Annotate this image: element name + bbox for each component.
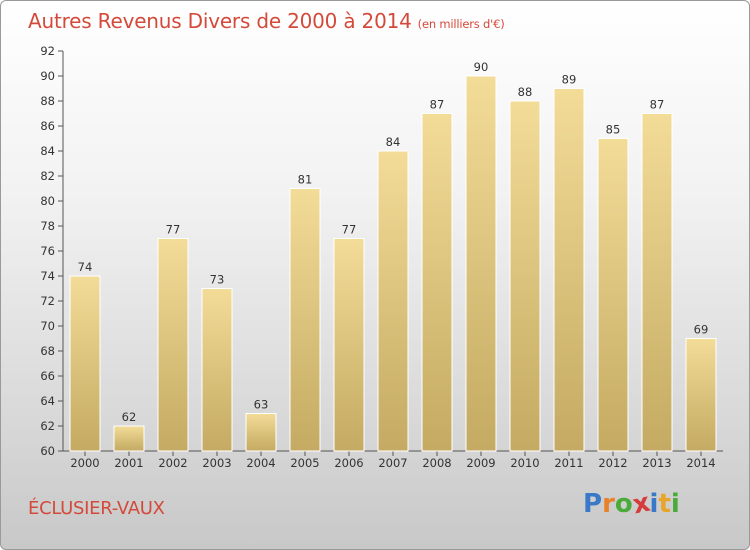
- logo-letter: o: [614, 489, 633, 519]
- x-tick-label-2012: 2012: [598, 456, 627, 470]
- data-label-2014: 69: [694, 323, 709, 337]
- proxiti-logo: Proxiti: [583, 488, 680, 521]
- data-label-2005: 81: [298, 173, 313, 187]
- title-main: Autres Revenus Divers de 2000 à 2014: [28, 9, 412, 33]
- x-tick-label-2010: 2010: [510, 456, 539, 470]
- bar-2007: [377, 150, 409, 452]
- y-tick-label: 80: [40, 194, 55, 208]
- y-tick-label: 86: [40, 119, 55, 133]
- y-tick-label: 90: [40, 69, 55, 83]
- x-tick-label-2003: 2003: [202, 456, 231, 470]
- bar-2010: [509, 100, 541, 452]
- logo-letter: i: [649, 489, 659, 519]
- logo-letter: r: [602, 489, 615, 519]
- data-label-2007: 84: [386, 135, 401, 149]
- y-tick-label: 62: [40, 419, 55, 433]
- logo-letter: i: [670, 489, 680, 519]
- bar-2014: [685, 338, 717, 452]
- data-label-2004: 63: [254, 398, 269, 412]
- y-tick-label: 70: [40, 319, 55, 333]
- logo-letter: t: [658, 489, 671, 519]
- y-tick-label: 72: [40, 294, 55, 308]
- bar-2000: [69, 275, 101, 452]
- data-label-2011: 89: [562, 73, 577, 87]
- bar-2002: [157, 238, 189, 452]
- x-tick-label-2000: 2000: [70, 456, 99, 470]
- data-label-2002: 77: [166, 223, 181, 237]
- x-tick-label-2001: 2001: [114, 456, 143, 470]
- data-label-2006: 77: [342, 223, 357, 237]
- y-tick-label: 64: [40, 394, 55, 408]
- y-tick-label: 68: [40, 344, 55, 358]
- bar-2005: [289, 188, 321, 452]
- x-tick-label-2011: 2011: [554, 456, 583, 470]
- chart-title: Autres Revenus Divers de 2000 à 2014 (en …: [28, 9, 505, 33]
- data-label-2012: 85: [606, 123, 621, 137]
- x-tick-label-2002: 2002: [158, 456, 187, 470]
- bar-2012: [597, 138, 629, 452]
- x-tick-label-2008: 2008: [422, 456, 451, 470]
- data-label-2000: 74: [78, 260, 93, 274]
- y-tick-label: 92: [40, 44, 55, 58]
- x-tick-label-2009: 2009: [466, 456, 495, 470]
- bar-2008: [421, 113, 453, 452]
- y-tick-label: 76: [40, 244, 55, 258]
- data-label-2010: 88: [518, 85, 533, 99]
- x-tick-label-2007: 2007: [378, 456, 407, 470]
- bar-2004: [245, 413, 277, 452]
- y-tick-label: 82: [40, 169, 55, 183]
- x-tick-label-2014: 2014: [686, 456, 715, 470]
- x-tick-label-2004: 2004: [246, 456, 275, 470]
- x-tick-label-2005: 2005: [290, 456, 319, 470]
- title-subtitle: (en milliers d'€): [417, 17, 505, 31]
- data-label-2013: 87: [650, 98, 665, 112]
- data-label-2008: 87: [430, 98, 445, 112]
- x-tick-label-2006: 2006: [334, 456, 363, 470]
- bar-2009: [465, 75, 497, 452]
- data-label-2009: 90: [474, 60, 489, 74]
- y-tick-label: 88: [40, 94, 55, 108]
- y-tick-label: 60: [40, 444, 55, 458]
- y-tick-label: 74: [40, 269, 55, 283]
- bar-2006: [333, 238, 365, 452]
- bar-2011: [553, 88, 585, 452]
- commune-name: ÉCLUSIER-VAUX: [28, 498, 165, 519]
- data-label-2001: 62: [122, 410, 137, 424]
- x-tick-label-2013: 2013: [642, 456, 671, 470]
- data-label-2003: 73: [210, 273, 225, 287]
- bar-2013: [641, 113, 673, 452]
- y-tick-label: 78: [40, 219, 55, 233]
- logo-letter: P: [583, 489, 603, 519]
- y-tick-label: 66: [40, 369, 55, 383]
- y-tick-label: 84: [40, 144, 55, 158]
- bar-2003: [201, 288, 233, 452]
- bar-2001: [113, 425, 145, 452]
